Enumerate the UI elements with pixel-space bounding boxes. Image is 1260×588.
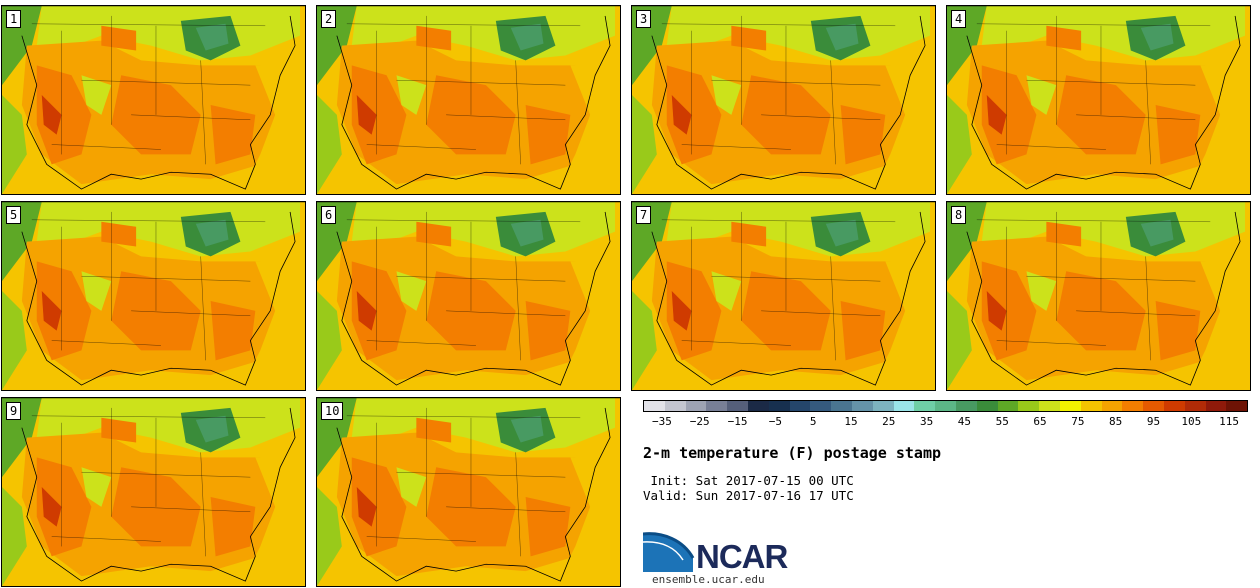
colorbar-tick-label: 35	[919, 415, 934, 428]
colorbar-tick-label: 95	[1146, 415, 1161, 428]
panel-number: 7	[636, 206, 652, 224]
init-time: Init: Sat 2017-07-15 00 UTC	[643, 473, 854, 488]
panel-number: 4	[951, 10, 967, 28]
colorbar-tick-label: 105	[1181, 415, 1202, 428]
colorbar-swatch	[664, 401, 686, 411]
colorbar-tick-label: 45	[957, 415, 972, 428]
temperature-colorbar	[643, 400, 1248, 412]
colorbar-tick-label: −5	[768, 415, 782, 428]
colorbar-tick-label: 65	[1033, 415, 1047, 428]
colorbar-swatch	[976, 401, 998, 411]
colorbar-swatch	[747, 401, 769, 411]
panel-number: 9	[6, 402, 22, 420]
colorbar-swatch	[768, 401, 790, 411]
colorbar-swatch	[1226, 401, 1248, 411]
map-panel: 3	[631, 5, 936, 195]
colorbar-swatch	[1080, 401, 1102, 411]
colorbar-swatch	[831, 401, 852, 411]
colorbar-swatch	[1184, 401, 1206, 411]
site-url[interactable]: ensemble.ucar.edu	[652, 573, 765, 586]
ncar-logo-text: NCAR	[696, 538, 788, 575]
panel-number: 2	[321, 10, 337, 28]
map-title: 2-m temperature (F) postage stamp	[643, 444, 942, 462]
colorbar-swatch	[644, 401, 665, 411]
colorbar-tick-label: −15	[727, 415, 748, 428]
map-panel: 10	[316, 397, 621, 587]
map-panel: 9	[1, 397, 306, 587]
colorbar-swatch	[997, 401, 1019, 411]
colorbar-swatch	[914, 401, 936, 411]
colorbar-tick-label: 55	[995, 415, 1009, 428]
colorbar-swatch	[1143, 401, 1164, 411]
colorbar-tick-label: 115	[1219, 415, 1240, 428]
colorbar-tick-label: −35	[651, 415, 672, 428]
colorbar-swatch	[1163, 401, 1185, 411]
panel-number: 6	[321, 206, 337, 224]
colorbar-swatch	[1018, 401, 1040, 411]
panel-number: 3	[636, 10, 652, 28]
map-panel: 2	[316, 5, 621, 195]
colorbar-swatch	[1059, 401, 1081, 411]
map-panel: 7	[631, 201, 936, 391]
colorbar-swatch	[955, 401, 977, 411]
colorbar-swatch	[893, 401, 915, 411]
colorbar-tick-label: 75	[1071, 415, 1085, 428]
colorbar-swatch	[727, 401, 748, 411]
map-panel: 4	[946, 5, 1251, 195]
panel-number: 1	[6, 10, 22, 28]
colorbar-swatch	[935, 401, 956, 411]
map-panel: 1	[1, 5, 306, 195]
colorbar-tick-label: 25	[882, 415, 896, 428]
map-panel: 6	[316, 201, 621, 391]
valid-time: Valid: Sun 2017-07-16 17 UTC	[643, 488, 854, 503]
colorbar-tick-label: −25	[689, 415, 710, 428]
map-panel: 5	[1, 201, 306, 391]
colorbar-swatch	[872, 401, 894, 411]
colorbar-swatch	[789, 401, 811, 411]
colorbar-tick-label: 15	[844, 415, 858, 428]
panel-number: 8	[951, 206, 967, 224]
colorbar-swatch	[851, 401, 873, 411]
colorbar-swatch	[1101, 401, 1123, 411]
colorbar-tick-label: 5	[809, 415, 817, 428]
colorbar-tick-label: 85	[1109, 415, 1123, 428]
panel-number: 5	[6, 206, 22, 224]
map-panel: 8	[946, 201, 1251, 391]
colorbar-swatch	[685, 401, 707, 411]
colorbar-swatch	[1205, 401, 1227, 411]
colorbar-swatch	[810, 401, 832, 411]
colorbar-swatch	[1039, 401, 1060, 411]
panel-number: 10	[321, 402, 344, 420]
ncar-logo-icon	[643, 532, 695, 572]
colorbar-swatch	[706, 401, 728, 411]
colorbar-swatch	[1122, 401, 1144, 411]
colorbar-tick-labels: −35 −25 −15 −5 5 15 25 35 45 55 65 75 85 95 105 115	[643, 415, 1248, 429]
